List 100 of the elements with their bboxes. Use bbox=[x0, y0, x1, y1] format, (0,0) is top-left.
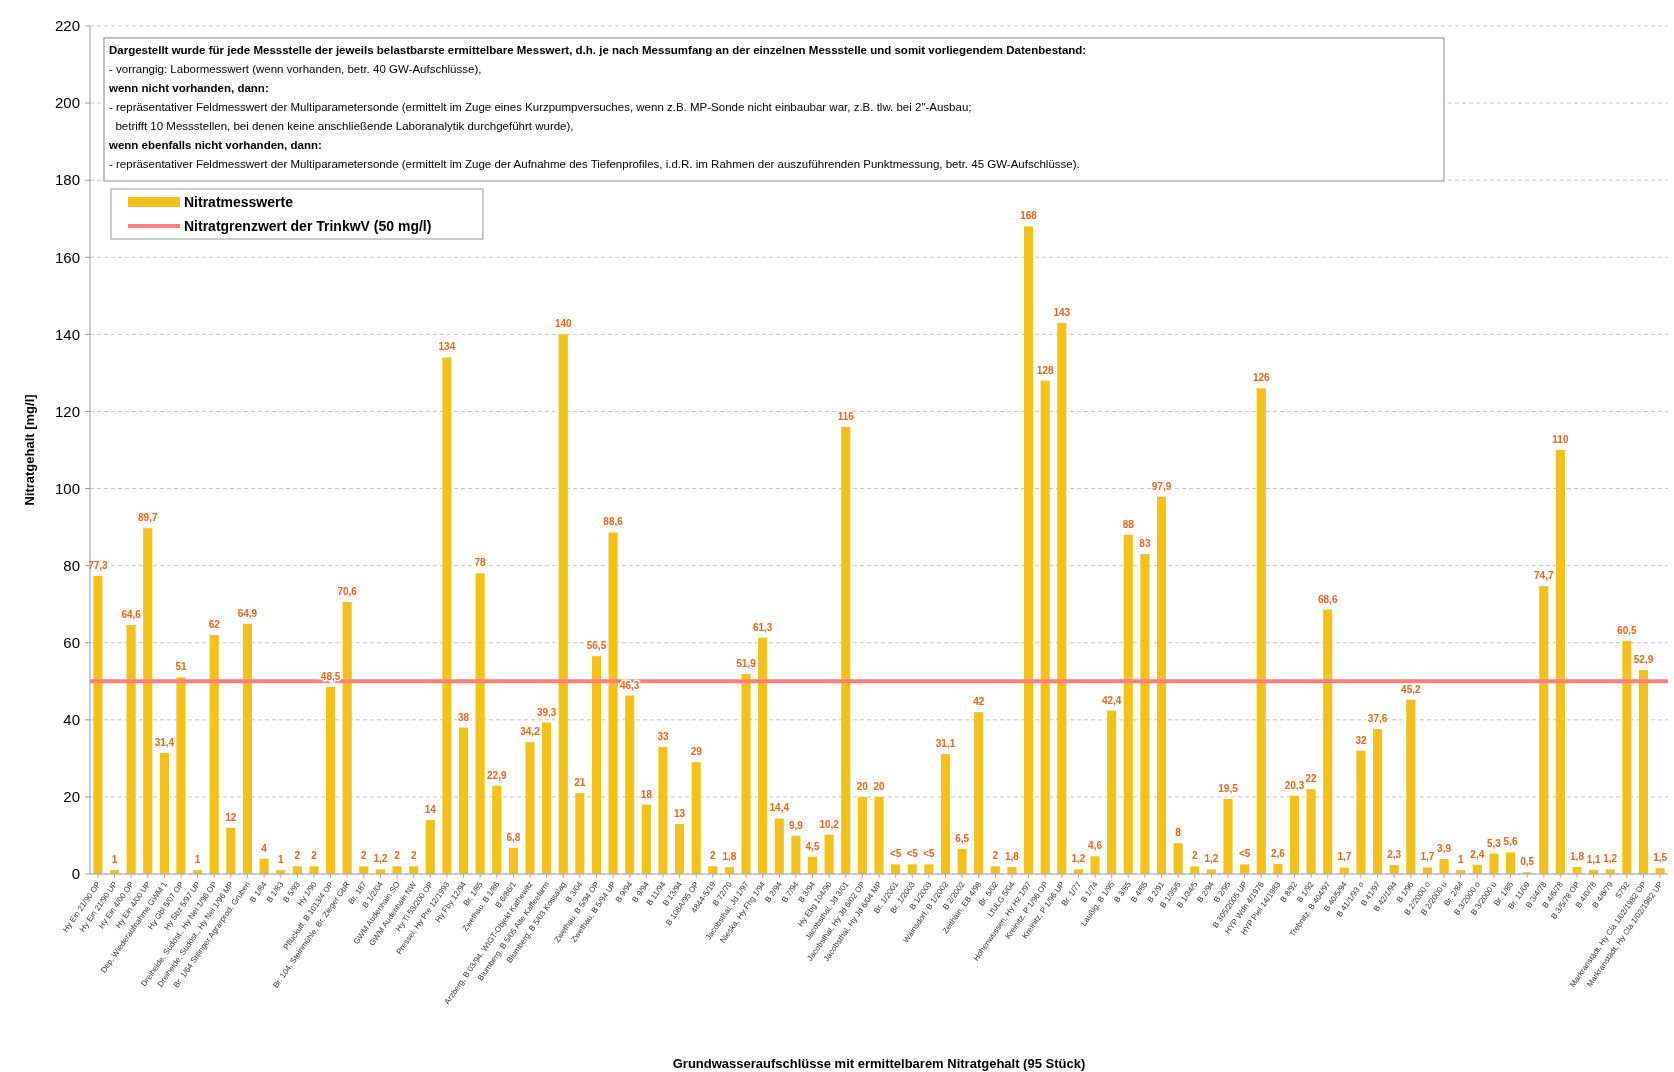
y-tick-label: 180 bbox=[54, 171, 80, 189]
data-label: 1 bbox=[277, 854, 284, 866]
y-tick-label: 160 bbox=[54, 248, 80, 266]
data-label: 19,5 bbox=[1218, 782, 1239, 794]
data-label: 10,2 bbox=[819, 818, 840, 830]
data-label: 1,2 bbox=[373, 853, 388, 865]
data-label: <5 bbox=[889, 848, 902, 860]
data-label: 4,6 bbox=[1088, 840, 1103, 852]
data-label: 1,1 bbox=[1586, 853, 1602, 865]
data-label: 2 bbox=[394, 850, 401, 862]
data-label: 134 bbox=[438, 341, 456, 353]
data-label: 143 bbox=[1053, 306, 1071, 318]
data-label: 51 bbox=[175, 661, 187, 673]
legend-label: Nitratgrenzwert der TrinkwV (50 mg/l) bbox=[184, 217, 432, 234]
data-label: 2,3 bbox=[1387, 849, 1402, 861]
y-tick-label: 120 bbox=[54, 402, 80, 420]
data-label: 2,4 bbox=[1470, 848, 1485, 860]
y-tick-label: 100 bbox=[54, 479, 80, 497]
y-tick-label: 40 bbox=[63, 711, 80, 729]
data-label: 89,7 bbox=[138, 512, 158, 524]
data-label: 116 bbox=[837, 410, 855, 422]
data-label: 78 bbox=[474, 557, 487, 569]
data-label: 1,8 bbox=[1570, 851, 1585, 863]
data-label: 60,5 bbox=[1617, 624, 1638, 636]
data-label: 31,4 bbox=[154, 736, 175, 748]
data-label: 37,6 bbox=[1367, 713, 1388, 725]
data-label: 4 bbox=[261, 842, 268, 854]
data-label: 22,9 bbox=[487, 769, 507, 781]
data-label: 46,3 bbox=[619, 679, 640, 691]
data-label: 33 bbox=[657, 730, 669, 742]
data-label: 1,8 bbox=[1005, 851, 1020, 863]
data-label: 0,5 bbox=[1520, 856, 1535, 868]
data-label: 1 bbox=[194, 854, 201, 866]
data-label: 12 bbox=[225, 811, 237, 823]
data-label: 1,2 bbox=[1603, 853, 1618, 865]
data-label: 31,1 bbox=[935, 738, 956, 750]
data-label: 14,4 bbox=[769, 802, 790, 814]
data-label: 2 bbox=[410, 850, 417, 862]
y-tick-label: 140 bbox=[54, 325, 80, 343]
data-label: 128 bbox=[1036, 364, 1054, 376]
data-label: 8 bbox=[1175, 827, 1182, 839]
data-label: 6,5 bbox=[955, 832, 970, 844]
data-label: 29 bbox=[690, 746, 703, 758]
data-label: 48,5 bbox=[320, 671, 341, 683]
data-label: <5 bbox=[923, 848, 935, 860]
data-label: 2 bbox=[311, 850, 318, 862]
data-label: 32 bbox=[1355, 734, 1367, 746]
data-label: 9,9 bbox=[788, 819, 804, 831]
data-label: 62 bbox=[208, 619, 221, 631]
data-label: 110 bbox=[1552, 434, 1569, 445]
annotation: - repräsentativer Feldmesswert der Multiparametersonde (ermittelt im Zuge der Aufnahme des Tiefenprofiles, i.d.R. im Rahmen der auszuführenden Punktmessung, betr. 45 GW-Aufschlüsse). bbox=[109, 158, 1080, 170]
data-label: 64,9 bbox=[237, 607, 258, 619]
data-label: 68,6 bbox=[1317, 593, 1338, 605]
data-label: 2,6 bbox=[1270, 847, 1286, 859]
data-label: 21 bbox=[574, 777, 586, 789]
data-label: 52,9 bbox=[1633, 654, 1654, 666]
legend-label: Nitratmesswerte bbox=[184, 193, 294, 210]
data-label: 70,6 bbox=[337, 585, 358, 597]
data-label: 34,2 bbox=[520, 726, 541, 738]
y-tick-label: 20 bbox=[63, 788, 80, 806]
data-label: 45,2 bbox=[1401, 683, 1421, 695]
data-label: 83 bbox=[1139, 538, 1151, 550]
y-tick-label: 200 bbox=[54, 94, 80, 112]
data-label: 42 bbox=[973, 696, 985, 708]
data-label: 77,3 bbox=[88, 560, 109, 572]
data-label: 61,3 bbox=[752, 621, 773, 633]
x-axis-title: Grundwasseraufschlüsse mit ermittelbarem Nitratgehalt (95 Stück) bbox=[672, 1056, 1086, 1071]
data-label: 1,5 bbox=[1653, 852, 1668, 864]
annotation: Dargestellt wurde für jede Messstelle der jeweils belastbarste ermittelbare Messwert, d.h. je nach Messumfang an der einzelnen Messstelle und somit vorliegendem Datenbestand: bbox=[109, 44, 1087, 56]
data-label: 2 bbox=[992, 850, 999, 862]
data-label: 2 bbox=[1191, 850, 1198, 862]
data-label: 1,7 bbox=[1337, 851, 1352, 863]
data-label: 2 bbox=[361, 850, 368, 862]
data-label: 126 bbox=[1252, 372, 1271, 384]
data-label: 14 bbox=[424, 804, 437, 816]
annotation: wenn ebenfalls nicht vorhanden, dann: bbox=[108, 139, 322, 151]
data-label: <5 bbox=[1238, 848, 1251, 860]
data-label: 18 bbox=[640, 788, 653, 800]
data-label: 88,6 bbox=[603, 516, 624, 528]
data-label: 74,7 bbox=[1534, 570, 1554, 582]
data-label: 22 bbox=[1305, 773, 1318, 785]
annotation: - repräsentativer Feldmesswert der Multiparametersonde (ermittelt im Zuge eines Kurzpumpversuches, wenn z.B. MP-Sonde nicht einbaubar war, z.B. tlw. bei 2"-Ausbau; bbox=[109, 101, 972, 113]
data-label: 5,3 bbox=[1486, 837, 1502, 849]
data-label: 88 bbox=[1122, 518, 1135, 530]
data-label: 5,6 bbox=[1503, 836, 1518, 848]
data-label: 1,8 bbox=[722, 851, 737, 863]
data-label: 51,9 bbox=[736, 657, 757, 669]
data-label: 1,7 bbox=[1420, 851, 1435, 863]
annotation: wenn nicht vorhanden, dann: bbox=[108, 82, 269, 94]
data-label: 64,6 bbox=[121, 609, 142, 620]
annotation: betrifft 10 Messstellen, bei denen keine anschließende Laboranalytik durchgeführt wurde), bbox=[109, 120, 574, 132]
data-label: 20,3 bbox=[1284, 779, 1305, 791]
data-label: 168 bbox=[1020, 210, 1038, 222]
data-label: 1 bbox=[111, 854, 118, 866]
data-label: 38 bbox=[457, 711, 470, 723]
data-label: 1 bbox=[1457, 854, 1464, 866]
data-label: 1,2 bbox=[1204, 853, 1219, 865]
data-label: 2 bbox=[710, 850, 717, 862]
data-label: 4,5 bbox=[805, 840, 820, 852]
data-label: 140 bbox=[554, 318, 573, 330]
